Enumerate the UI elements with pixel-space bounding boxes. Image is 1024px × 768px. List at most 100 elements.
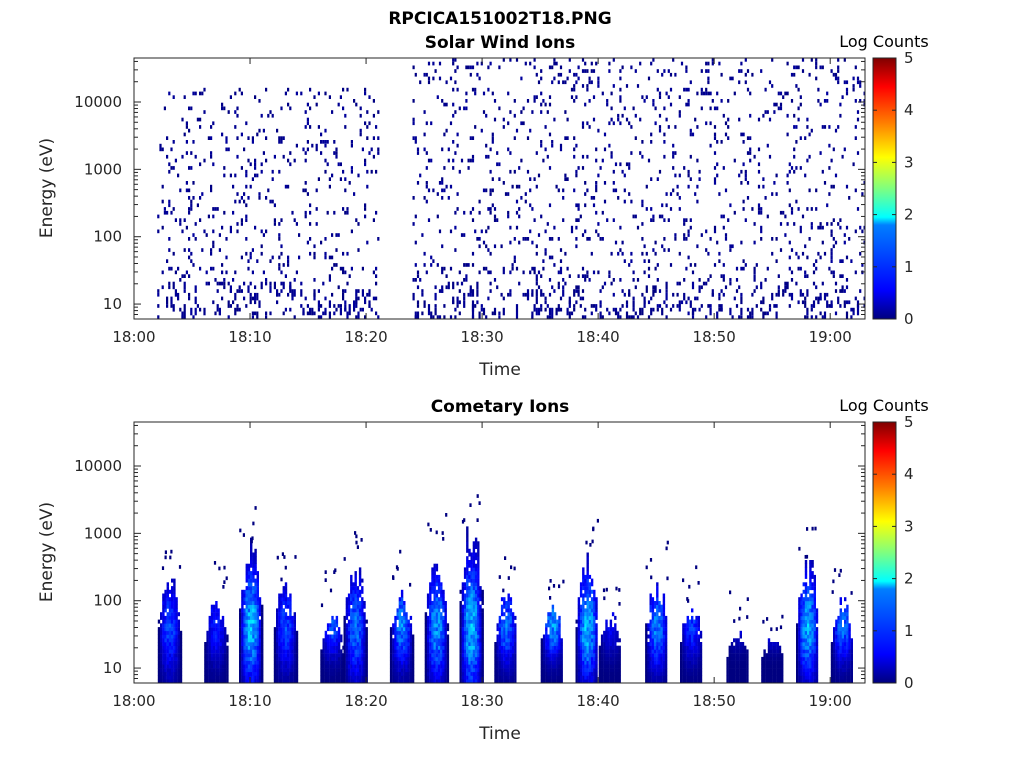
spectrogram-cell [430, 158, 433, 163]
spectrogram-cell [217, 615, 220, 620]
spectrogram-cell [584, 315, 587, 319]
spectrogram-cell [566, 76, 569, 81]
spectrogram-cell [625, 304, 629, 308]
spectrogram-cell [474, 537, 478, 542]
spectrogram-cell [315, 188, 318, 193]
spectrogram-cell [790, 72, 794, 77]
spectrogram-cell [361, 634, 364, 639]
spectrogram-cell [507, 653, 510, 658]
spectrogram-cell [577, 285, 580, 290]
spectrogram-cell [612, 181, 615, 185]
spectrogram-cell [775, 192, 778, 196]
spectrogram-cell [509, 270, 512, 275]
spectrogram-cell [289, 162, 292, 167]
spectrogram-cell [691, 307, 695, 316]
spectrogram-cell [442, 623, 445, 628]
spectrogram-cell [177, 638, 180, 643]
spectrogram-cell [435, 679, 439, 683]
spectrogram-cell [256, 593, 259, 598]
spectrogram-cell [463, 675, 467, 680]
spectrogram-cell [350, 649, 353, 654]
spectrogram-cell [240, 222, 243, 226]
spectrogram-cell [806, 311, 809, 316]
spectrogram-cell [463, 210, 466, 215]
spectrogram-cell [278, 645, 281, 650]
spectrogram-cell [356, 634, 360, 639]
spectrogram-cell [463, 612, 467, 617]
spectrogram-cell [160, 679, 163, 683]
spectrogram-cell [394, 656, 397, 661]
spectrogram-cell [335, 615, 339, 620]
spectrogram-cell [407, 634, 410, 639]
spectrogram-cell [566, 136, 569, 140]
spectrogram-cell [467, 263, 470, 267]
spectrogram-cell [354, 615, 357, 620]
spectrogram-cell [217, 630, 220, 635]
spectrogram-cell [504, 192, 508, 196]
spectrogram-cell [405, 671, 408, 676]
spectrogram-cell [445, 128, 448, 133]
spectrogram-cell [471, 218, 475, 222]
spectrogram-cell [247, 574, 251, 579]
spectrogram-cell [424, 679, 428, 683]
spectrogram-cell [331, 679, 334, 683]
spectrogram-cell [203, 87, 206, 92]
spectrogram-cell [667, 125, 670, 129]
spectrogram-cell [166, 642, 169, 646]
spectrogram-cell [815, 315, 818, 319]
spectrogram-cell [394, 649, 397, 654]
spectrogram-cell [564, 177, 567, 181]
spectrogram-cell [500, 679, 504, 683]
spectrogram-cell [489, 270, 492, 275]
spectrogram-cell [254, 166, 257, 170]
spectrogram-cell [830, 229, 833, 234]
spectrogram-cell [795, 281, 798, 286]
spectrogram-cell [322, 281, 325, 286]
spectrogram-cell [261, 649, 264, 654]
spectrogram-cell [324, 656, 328, 661]
spectrogram-cell [278, 169, 281, 174]
spectrogram-cell [503, 660, 506, 665]
spectrogram-cell [850, 307, 853, 312]
spectrogram-cell [194, 91, 197, 96]
spectrogram-cell [435, 530, 438, 535]
spectrogram-cell [442, 604, 445, 609]
spectrogram-cell [356, 649, 360, 654]
spectrogram-cell [238, 199, 241, 204]
spectrogram-cell [421, 233, 424, 237]
spectrogram-cell [491, 91, 494, 96]
spectrogram-cell [459, 679, 462, 683]
spectrogram-cell [365, 679, 368, 683]
spectrogram-cell [514, 645, 517, 650]
spectrogram-cell [227, 110, 230, 114]
spectrogram-cell [173, 656, 176, 661]
spectrogram-cell [795, 140, 798, 144]
spectrogram-cell [347, 656, 351, 661]
spectrogram-cell [287, 664, 290, 669]
spectrogram-cell [280, 289, 283, 293]
spectrogram-cell [168, 638, 172, 643]
spectrogram-cell [830, 222, 833, 226]
spectrogram-cell [258, 653, 262, 658]
spectrogram-cell [166, 675, 169, 680]
spectrogram-cell [729, 203, 732, 208]
spectrogram-cell [350, 656, 353, 661]
spectrogram-cell [470, 612, 473, 617]
spectrogram-cell [262, 128, 265, 133]
spectrogram-cell [168, 649, 172, 654]
spectrogram-cell [498, 671, 502, 676]
spectrogram-cell [549, 634, 552, 639]
spectrogram-cell [470, 556, 473, 561]
spectrogram-cell [782, 210, 785, 215]
spectrogram-cell [280, 140, 283, 144]
spectrogram-cell [239, 645, 242, 650]
spectrogram-cell [586, 270, 589, 275]
spectrogram-cell [293, 615, 296, 620]
spectrogram-cell [746, 181, 750, 185]
spectrogram-cell [815, 58, 818, 62]
spectrogram-cell [289, 612, 292, 617]
spectrogram-cell [363, 645, 366, 650]
spectrogram-cell [577, 660, 581, 665]
spectrogram-cell [463, 597, 467, 602]
spectrogram-cell [435, 601, 439, 605]
